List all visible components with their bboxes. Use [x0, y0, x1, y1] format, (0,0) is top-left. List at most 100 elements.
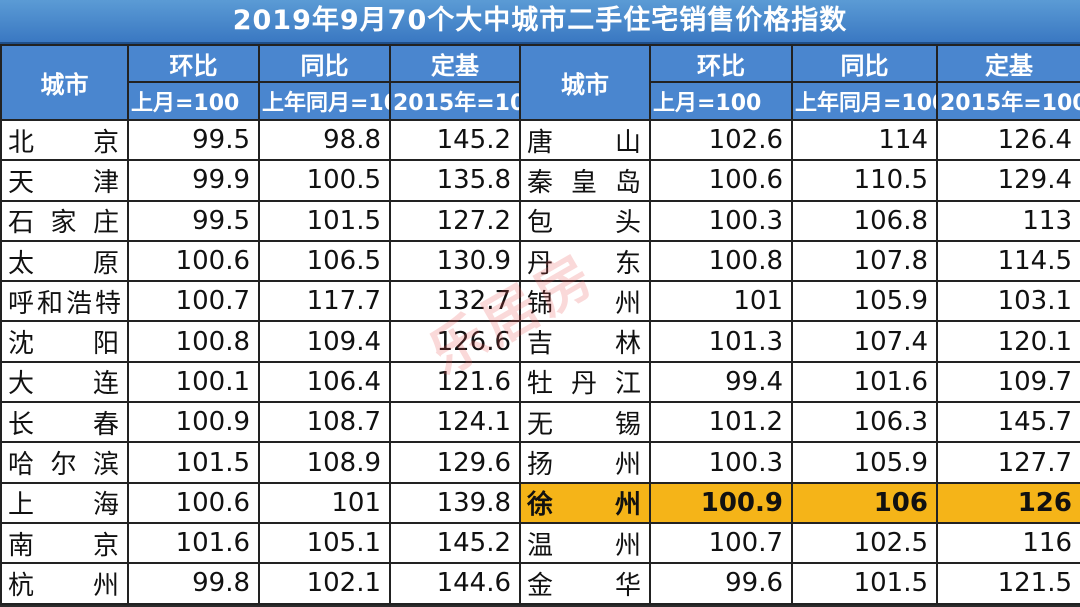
base-cell: 127.7: [936, 441, 1080, 484]
yoy-cell: 105.9: [791, 280, 938, 323]
yoy-cell: 102.1: [258, 562, 391, 605]
base-cell: 121.5: [936, 562, 1080, 605]
base-cell: 139.8: [389, 481, 521, 524]
sheet-title: 2019年9月70个大中城市二手住宅销售价格指数: [0, 0, 1080, 44]
header-yoy-right: 同比: [791, 44, 938, 83]
city-cell: 杭州: [0, 562, 129, 605]
mom-cell: 99.6: [649, 562, 793, 605]
table-row: 沈阳 100.8 109.4 126.6 吉林 101.3 107.4 120.…: [0, 320, 1080, 363]
yoy-cell: 101.5: [258, 199, 391, 242]
table-row: 石家庄 99.5 101.5 127.2 包头 100.3 106.8 113: [0, 199, 1080, 242]
yoy-cell: 107.4: [791, 320, 938, 363]
header-row-group: 城市 环比 同比 定基 城市 环比 同比 定基: [0, 44, 1080, 121]
city-cell: 丹东: [519, 239, 651, 283]
city-cell: 金华: [519, 562, 651, 605]
mom-cell: 100.6: [127, 481, 260, 524]
base-cell: 129.4: [936, 159, 1080, 202]
city-cell: 哈尔滨: [0, 441, 129, 484]
city-cell: 天津: [0, 159, 129, 202]
header-base-right: 定基: [936, 44, 1080, 83]
header-yoy-sub-left: 上年同月=100: [258, 81, 391, 121]
yoy-cell: 107.8: [791, 239, 938, 283]
city-cell: 牡丹江: [519, 360, 651, 404]
header-base-sub-left: 2015年=100: [389, 81, 521, 121]
header-mom-sub-right: 上月=100: [649, 81, 793, 121]
header-city-left: 城市: [0, 44, 129, 121]
yoy-cell: 106.3: [791, 401, 938, 444]
city-cell: 南京: [0, 521, 129, 565]
base-cell: 103.1: [936, 280, 1080, 323]
city-cell: 北京: [0, 118, 129, 162]
header-row-sub: 上月=100 上年同月=100 2015年=100 上月=100 上年同月=10…: [1, 81, 1080, 121]
header-mom-left: 环比: [127, 44, 260, 83]
header-yoy-sub-right: 上年同月=100: [791, 81, 938, 121]
base-cell: 144.6: [389, 562, 521, 605]
mom-cell: 100.1: [127, 360, 260, 404]
mom-cell: 99.8: [127, 562, 260, 605]
mom-cell: 100.8: [649, 239, 793, 283]
highlighted-city-cell: 徐州: [519, 481, 651, 524]
base-cell: 121.6: [389, 360, 521, 404]
yoy-cell: 108.7: [258, 401, 391, 444]
mom-cell: 100.9: [127, 401, 260, 444]
yoy-cell: 106.8: [791, 199, 938, 242]
city-cell: 上海: [0, 481, 129, 524]
mom-cell: 99.5: [127, 199, 260, 242]
city-cell: 唐山: [519, 118, 651, 162]
table-row: 大连 100.1 106.4 121.6 牡丹江 99.4 101.6 109.…: [0, 360, 1080, 404]
table-row: 天津 99.9 100.5 135.8 秦皇岛 100.6 110.5 129.…: [0, 159, 1080, 202]
highlighted-base-cell: 126: [936, 481, 1080, 524]
highlighted-yoy-cell: 106: [791, 481, 938, 524]
base-cell: 145.7: [936, 401, 1080, 444]
city-cell: 大连: [0, 360, 129, 404]
mom-cell: 99.4: [649, 360, 793, 404]
header-base-left: 定基: [389, 44, 521, 83]
table-row: 呼和浩特 100.7 117.7 132.7 锦州 101 105.9 103.…: [0, 280, 1080, 323]
city-cell: 长春: [0, 401, 129, 444]
mom-cell: 99.9: [127, 159, 260, 202]
base-cell: 130.9: [389, 239, 521, 283]
base-cell: 126.6: [389, 320, 521, 363]
yoy-cell: 106.5: [258, 239, 391, 283]
mom-cell: 100.6: [649, 159, 793, 202]
yoy-cell: 114: [791, 118, 938, 162]
base-cell: 127.2: [389, 199, 521, 242]
base-cell: 145.2: [389, 118, 521, 162]
mom-cell: 101.2: [649, 401, 793, 444]
yoy-cell: 102.5: [791, 521, 938, 565]
mom-cell: 102.6: [649, 118, 793, 162]
header-city-right: 城市: [519, 44, 651, 121]
base-cell: 116: [936, 521, 1080, 565]
table-row: 太原 100.6 106.5 130.9 丹东 100.8 107.8 114.…: [0, 239, 1080, 283]
base-cell: 120.1: [936, 320, 1080, 363]
yoy-cell: 105.1: [258, 521, 391, 565]
city-cell: 石家庄: [0, 199, 129, 242]
base-cell: 124.1: [389, 401, 521, 444]
yoy-cell: 117.7: [258, 280, 391, 323]
mom-cell: 100.7: [649, 521, 793, 565]
table-row: 南京 101.6 105.1 145.2 温州 100.7 102.5 116: [0, 521, 1080, 565]
header-mom-sub-left: 上月=100: [127, 81, 260, 121]
mom-cell: 100.7: [127, 280, 260, 323]
mom-cell: 101: [649, 280, 793, 323]
mom-cell: 101.5: [127, 441, 260, 484]
header-base-sub-right: 2015年=100: [936, 81, 1080, 121]
table-row: 长春 100.9 108.7 124.1 无锡 101.2 106.3 145.…: [0, 401, 1080, 444]
header-mom-right: 环比: [649, 44, 793, 83]
mom-cell: 100.3: [649, 441, 793, 484]
yoy-cell: 98.8: [258, 118, 391, 162]
base-cell: 109.7: [936, 360, 1080, 404]
yoy-cell: 109.4: [258, 320, 391, 363]
base-cell: 114.5: [936, 239, 1080, 283]
city-cell: 温州: [519, 521, 651, 565]
yoy-cell: 101.5: [791, 562, 938, 605]
base-cell: 126.4: [936, 118, 1080, 162]
city-cell: 沈阳: [0, 320, 129, 363]
city-cell: 无锡: [519, 401, 651, 444]
yoy-cell: 106.4: [258, 360, 391, 404]
header-yoy-left: 同比: [258, 44, 391, 83]
city-cell: 秦皇岛: [519, 159, 651, 202]
yoy-cell: 101.6: [791, 360, 938, 404]
city-cell: 太原: [0, 239, 129, 283]
